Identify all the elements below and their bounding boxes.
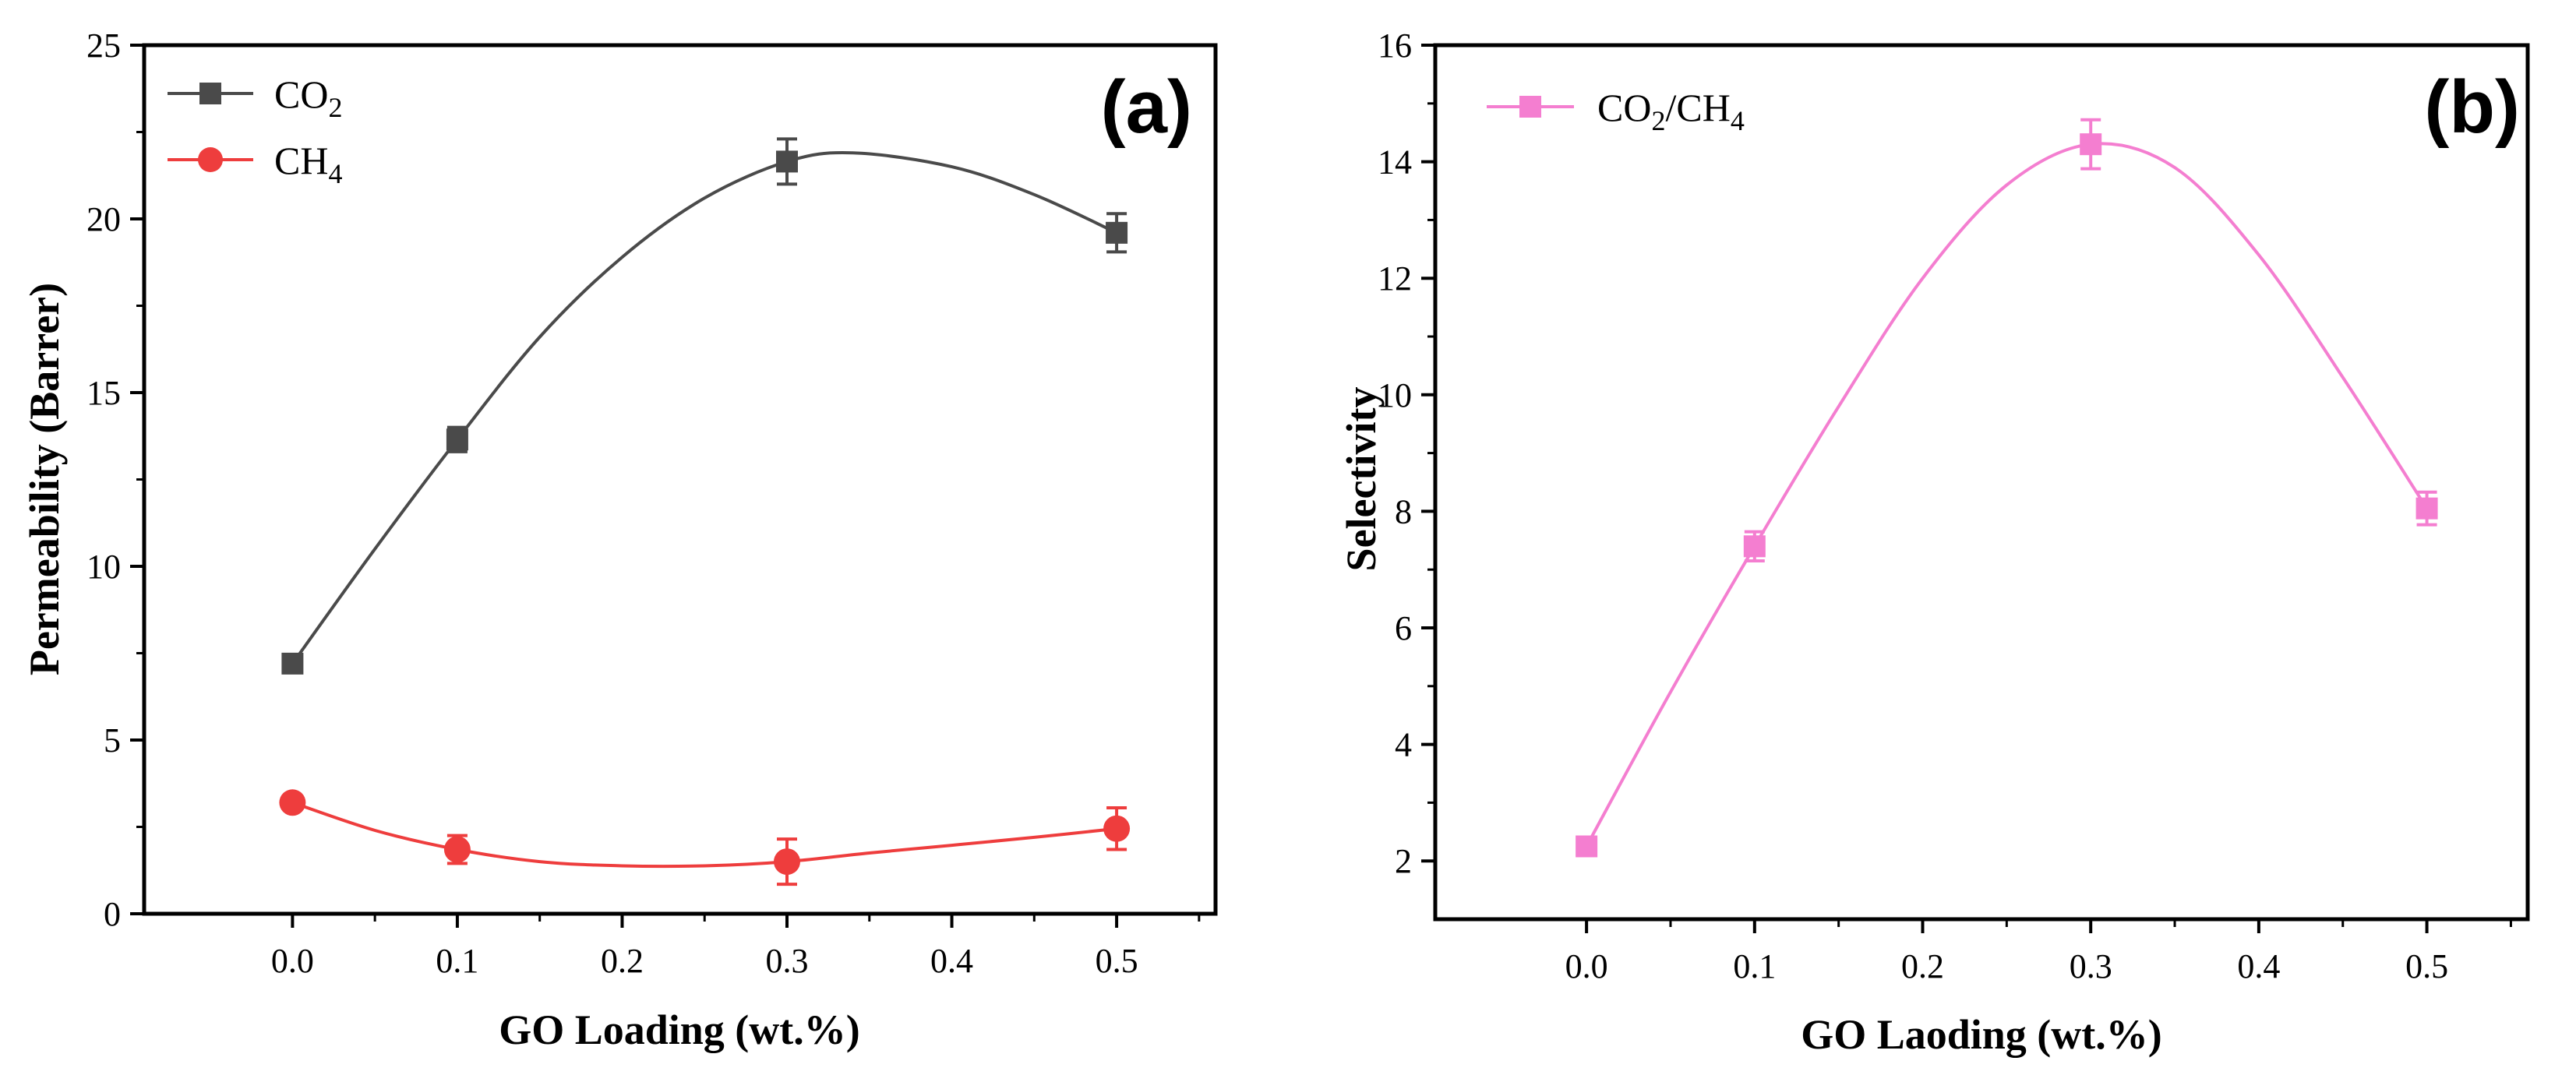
legend-ch4-marker <box>198 147 223 172</box>
x-tick-label: 0.4 <box>2237 947 2280 985</box>
y-tick-label: 0 <box>104 895 121 933</box>
y-tick-label: 6 <box>1395 609 1412 647</box>
y-tick-label: 15 <box>86 374 121 412</box>
series-curve-a-0 <box>291 151 1117 665</box>
data-point <box>1743 535 1766 558</box>
data-point <box>1106 221 1128 244</box>
y-tick-label: 16 <box>1378 26 1412 65</box>
x-tick-label: 0.2 <box>601 942 644 980</box>
data-point <box>1103 815 1131 842</box>
y-tick-label: 10 <box>1378 376 1412 414</box>
data-point <box>2415 497 2438 520</box>
panel-b-selectivity-chart: 0.0 0.1 0.2 0.3 0.4 0.5 2 4 6 8 10 12 14 16 CO2/CH4 (… <box>1338 26 2530 1058</box>
x-tick-label: 0.1 <box>1733 947 1776 985</box>
data-point <box>774 848 800 876</box>
x-tick-label: 0.3 <box>2070 947 2112 985</box>
y-tick-label: 10 <box>86 548 121 586</box>
x-tick-label: 0.1 <box>436 942 478 980</box>
data-point <box>281 652 304 675</box>
data-point <box>446 428 468 451</box>
x-tick-label: 0.0 <box>271 942 314 980</box>
panel-a-axis-ticks: 0.0 0.1 0.2 0.3 0.4 0.5 0 5 10 15 20 25 <box>86 26 1201 980</box>
panel-a-permeability-chart: 0.0 0.1 0.2 0.3 0.4 0.5 0 5 10 15 20 25 CO2 CH4 (a)… <box>21 26 1218 1053</box>
data-point <box>776 150 798 173</box>
y-tick-label: 12 <box>1378 259 1412 298</box>
x-tick-label: 0.4 <box>930 942 973 980</box>
legend-selectivity-label: CO2/CH4 <box>1597 86 1745 136</box>
y-tick-label: 4 <box>1395 726 1412 764</box>
panel-a-legend: CO2 CH4 <box>168 72 342 189</box>
panel-b-legend: CO2/CH4 <box>1487 86 1745 136</box>
data-point <box>2080 133 2102 156</box>
y-tick-label: 2 <box>1395 842 1412 880</box>
data-point <box>279 789 306 816</box>
legend-selectivity-marker <box>1519 96 1541 118</box>
x-tick-label: 0.2 <box>1901 947 1944 985</box>
legend-ch4-label: CH4 <box>274 139 342 189</box>
panel-b-x-axis-title: GO Laoding (wt.%) <box>1801 1011 2162 1058</box>
y-tick-label: 5 <box>104 721 121 760</box>
legend-co2-marker <box>199 83 221 104</box>
panel-b-label: (b) <box>2424 65 2520 149</box>
panel-b-axis-ticks: 0.0 0.1 0.2 0.3 0.4 0.5 2 4 6 8 10 12 14 16 <box>1378 26 2512 985</box>
y-tick-label: 20 <box>86 200 121 238</box>
panel-b-plot-frame <box>1433 43 2530 922</box>
x-tick-label: 0.5 <box>2405 947 2448 985</box>
panel-a-label: (a) <box>1101 65 1192 149</box>
panel-b-series <box>1576 118 2438 858</box>
x-tick-label: 0.3 <box>766 942 809 980</box>
series-curve-a-1 <box>291 801 1117 869</box>
y-tick-label: 8 <box>1395 492 1412 530</box>
y-tick-label: 14 <box>1378 143 1412 182</box>
legend-co2-label: CO2 <box>274 72 342 123</box>
y-tick-label: 25 <box>86 26 121 65</box>
x-tick-label: 0.5 <box>1096 942 1138 980</box>
panel-b-y-axis-title: Selectivity <box>1338 387 1385 572</box>
data-point <box>1576 835 1598 858</box>
panel-a-series <box>279 137 1131 886</box>
panel-a-x-axis-title: GO Loading (wt.%) <box>499 1006 860 1053</box>
series-curve-b-0 <box>1585 142 2429 848</box>
data-point <box>443 836 471 863</box>
x-tick-label: 0.0 <box>1565 947 1608 985</box>
panel-a-y-axis-title: Permeability (Barrer) <box>21 283 68 675</box>
